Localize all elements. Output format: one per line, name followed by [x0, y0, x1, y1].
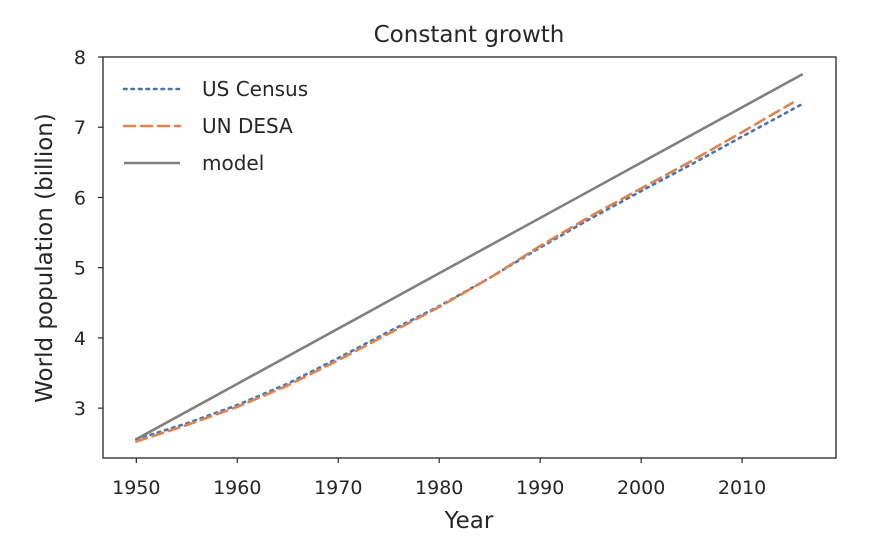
legend-label: US Census	[202, 77, 308, 101]
legend-label: model	[202, 151, 264, 175]
y-tick-label: 8	[74, 47, 86, 69]
x-tick-label: 1970	[314, 477, 362, 499]
legend: US Census UN DESA model	[122, 77, 308, 175]
plot-area	[135, 72, 805, 443]
chart-title: Constant growth	[374, 22, 565, 48]
x-tick-label: 2000	[617, 477, 665, 499]
x-tick-label: 1960	[213, 477, 261, 499]
series-line-un-desa	[135, 101, 794, 443]
y-axis-label: World population (billion)	[32, 113, 58, 403]
y-tick-label: 3	[74, 398, 86, 420]
x-tick-label: 1990	[516, 477, 564, 499]
y-axis-ticks: 3 4 5 6 7 8	[74, 47, 103, 420]
x-tick-label: 1950	[112, 477, 160, 499]
y-tick-label: 6	[74, 187, 86, 209]
x-tick-label: 2010	[718, 477, 766, 499]
legend-label: UN DESA	[202, 114, 293, 138]
plot-frame	[102, 56, 837, 459]
series-line-model	[135, 72, 804, 441]
y-tick-label: 4	[74, 328, 86, 350]
y-tick-label: 7	[74, 117, 86, 139]
x-axis-label: Year	[444, 508, 494, 534]
y-tick-label: 5	[74, 258, 86, 280]
x-tick-label: 1980	[415, 477, 463, 499]
x-axis-ticks: 1950 1960 1970 1980 1990 2000 2010	[112, 458, 766, 499]
